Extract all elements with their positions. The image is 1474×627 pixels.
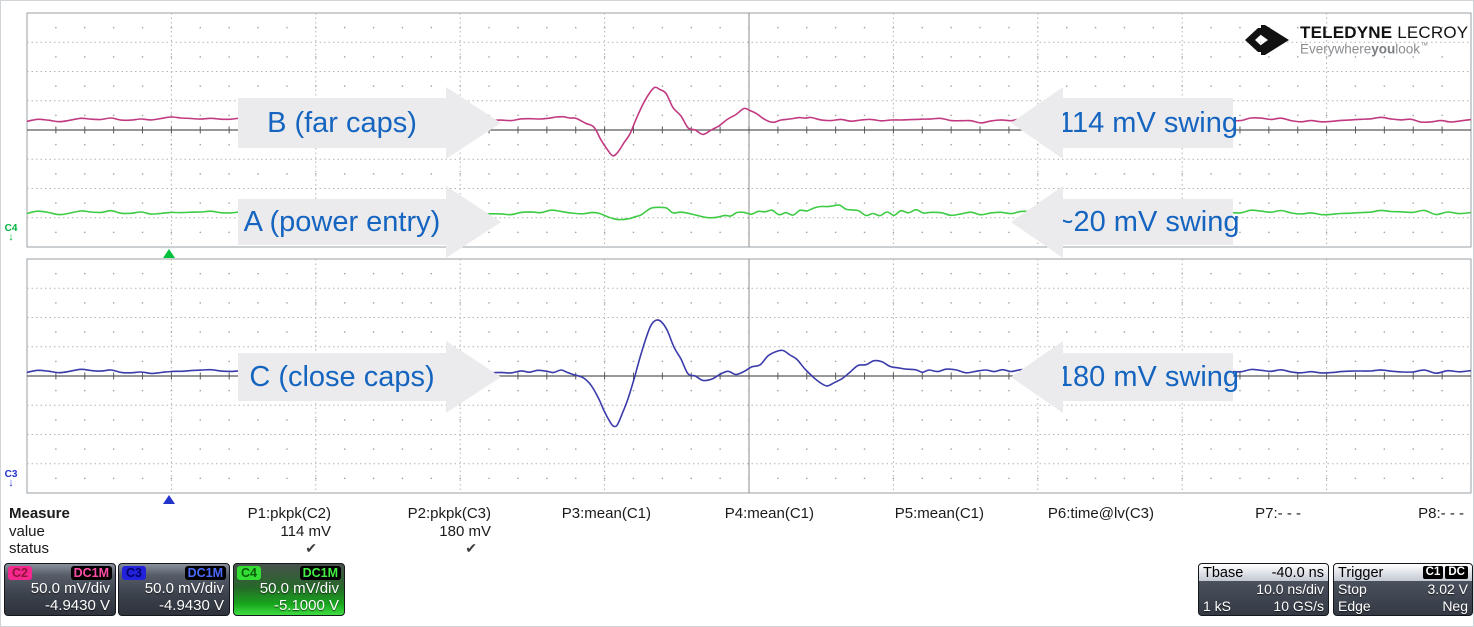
trigger-level: 3.02 V	[1427, 581, 1468, 597]
arrow-left-icon	[1011, 87, 1063, 159]
trigger-descriptor[interactable]: Trigger C1 DC Stop 3.02 V Edge Neg	[1333, 563, 1473, 616]
offgrid-indicator-c4: C4 ↓	[2, 223, 20, 243]
measure-table: Measure value status P1:pkpk(C2) 114 mV …	[1, 505, 1473, 559]
trigger-coupling-badge: DC	[1445, 566, 1468, 579]
arrow-left-icon	[1011, 186, 1063, 258]
offgrid-indicator-c3: C3 ↓	[2, 469, 20, 489]
trigger-position-marker[interactable]	[163, 495, 175, 504]
down-arrow-icon: ↓	[8, 477, 14, 489]
measure-param-p3[interactable]: P3:mean(C1)	[561, 505, 651, 522]
callout-c-label: C (close caps)	[249, 360, 435, 393]
measure-param-p7[interactable]: P7:- - -	[1255, 505, 1301, 522]
brand-name: TELEDYNE LECROY	[1300, 22, 1469, 42]
brand-tagline: Everywhereyoulook™	[1300, 40, 1429, 57]
callout-b-far-caps: B (far caps)	[238, 87, 501, 159]
timebase-samples: 1 kS	[1203, 598, 1232, 614]
measure-status-p1: ✔	[305, 540, 317, 556]
channel-c2-coupling-badge: DC1M	[70, 566, 112, 580]
timebase-rate: 10 GS/s	[1273, 598, 1324, 614]
arrow-right-icon	[446, 186, 501, 258]
channel-c3-scale: 50.0 mV/div	[144, 580, 224, 597]
channel-c2-badge: C2	[8, 566, 32, 580]
measure-param-p5[interactable]: P5:mean(C1)	[894, 505, 984, 522]
callout-a-swing: ~20 mV swing	[1011, 186, 1239, 258]
measure-row-value-label: value	[9, 522, 45, 540]
measure-title: Measure	[9, 505, 70, 522]
arrow-left-icon	[1011, 341, 1063, 413]
down-arrow-icon: ↓	[8, 231, 14, 243]
callout-a-label: A (power entry)	[243, 205, 441, 238]
callout-c-swing: 180 mV swing	[1011, 341, 1239, 413]
offgrid-c4-label: C4	[4, 223, 18, 234]
channel-descriptor-c3[interactable]: C3 DC1M 50.0 mV/div -4.9430 V	[118, 563, 230, 616]
callout-a-power-entry: A (power entry)	[238, 186, 501, 258]
channel-c3-offset: -4.9430 V	[158, 597, 224, 614]
arrow-right-icon	[446, 341, 501, 413]
channel-descriptor-c4[interactable]: C4 DC1M 50.0 mV/div -5.1000 V	[233, 563, 345, 616]
measure-status-p2: ✔	[465, 540, 477, 556]
measure-param-p1[interactable]: P1:pkpk(C2)	[247, 505, 331, 522]
timebase-scale: 10.0 ns/div	[1256, 581, 1324, 597]
measure-value-p2: 180 mV	[439, 522, 491, 540]
measure-param-p6[interactable]: P6:time@lv(C3)	[1047, 505, 1154, 522]
callout-b-label: B (far caps)	[267, 106, 417, 139]
measure-value-p1: 114 mV	[280, 522, 331, 540]
trigger-source-badge: C1	[1422, 566, 1444, 579]
callout-b-swing-label: 114 mV swing	[1058, 106, 1238, 139]
trigger-position-marker[interactable]	[163, 249, 175, 258]
channel-c4-offset: -5.1000 V	[273, 597, 339, 614]
measure-param-p8[interactable]: P8:- - -	[1418, 505, 1464, 522]
trigger-slope: Neg	[1442, 598, 1468, 614]
timebase-descriptor[interactable]: Tbase -40.0 ns 10.0 ns/div 1 kS 10 GS/s	[1198, 563, 1329, 616]
channel-c3-coupling-badge: DC1M	[184, 566, 226, 580]
channel-c4-badge: C4	[237, 566, 261, 580]
teledyne-arrow-icon	[1245, 25, 1289, 55]
arrow-right-icon	[446, 87, 501, 159]
callout-a-swing-label: ~20 mV swing	[1056, 205, 1240, 238]
channel-descriptor-c2[interactable]: C2 DC1M 50.0 mV/div -4.9430 V	[4, 563, 116, 616]
channel-c4-coupling-badge: DC1M	[299, 566, 341, 580]
timebase-offset: -40.0 ns	[1271, 564, 1324, 581]
measure-param-p4[interactable]: P4:mean(C1)	[724, 505, 814, 522]
channel-c2-scale: 50.0 mV/div	[30, 580, 110, 597]
trigger-mode: Stop	[1338, 581, 1367, 597]
measure-row-status-label: status	[9, 540, 50, 557]
callout-c-swing-label: 180 mV swing	[1056, 360, 1240, 393]
trigger-slope-label: Edge	[1338, 598, 1371, 614]
channel-c3-badge: C3	[122, 566, 146, 580]
channel-c2-offset: -4.9430 V	[44, 597, 110, 614]
channel-c4-scale: 50.0 mV/div	[259, 580, 339, 597]
callout-c-close-caps: C (close caps)	[238, 341, 501, 413]
timebase-label: Tbase	[1203, 564, 1244, 581]
offgrid-c3-label: C3	[4, 469, 18, 480]
measure-param-p2[interactable]: P2:pkpk(C3)	[407, 505, 491, 522]
teledyne-lecroy-logo: TELEDYNE LECROY Everywhereyoulook™	[1244, 23, 1468, 57]
trigger-label: Trigger	[1338, 564, 1384, 581]
callout-b-swing: 114 mV swing	[1011, 87, 1238, 159]
